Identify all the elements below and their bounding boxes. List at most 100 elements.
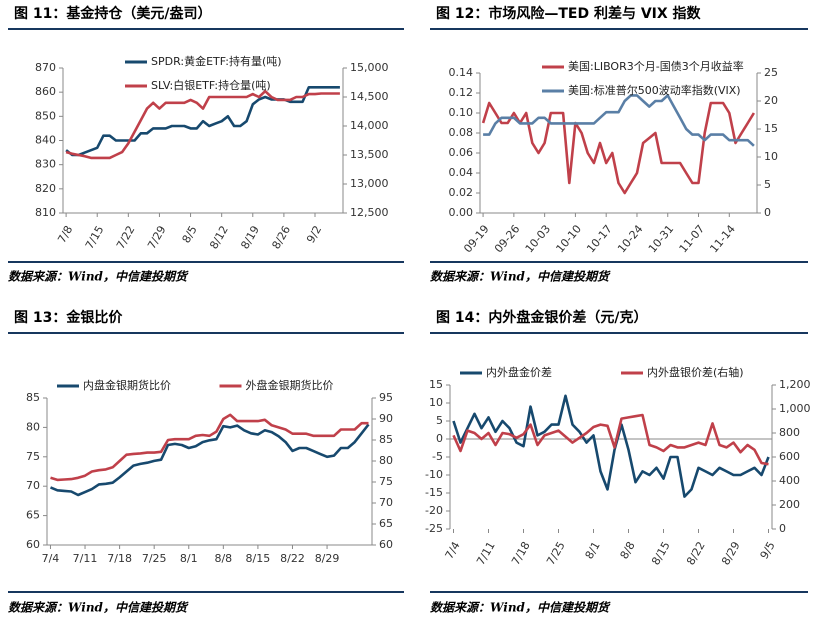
x-tick-label: 10-10 bbox=[553, 223, 584, 256]
y2-tick-label: 13,000 bbox=[350, 177, 389, 190]
y-tick-label: -25 bbox=[425, 522, 443, 535]
source-note: 数据来源：Wind，中信建投期货 bbox=[430, 601, 611, 615]
x-tick-label: 9/2 bbox=[304, 224, 324, 246]
y2-tick-label: 800 bbox=[779, 426, 800, 439]
x-tick-label: 09-26 bbox=[492, 223, 523, 256]
y-tick-label: 0.10 bbox=[449, 106, 474, 119]
x-tick-label: 8/15 bbox=[649, 540, 673, 568]
x-tick-label: 7/29 bbox=[145, 224, 169, 252]
x-tick-label: 7/4 bbox=[42, 552, 60, 565]
y2-tick-label: 15 bbox=[764, 122, 778, 135]
y-tick-label: 60 bbox=[26, 538, 40, 551]
legend-label: SLV:白银ETF:持仓量(吨) bbox=[151, 78, 271, 92]
x-tick-label: 7/11 bbox=[474, 540, 498, 568]
x-tick-label: 10-17 bbox=[584, 223, 615, 256]
y-tick-label: 5 bbox=[436, 414, 443, 427]
y-tick-label: 820 bbox=[35, 182, 56, 195]
y-tick-label: 85 bbox=[26, 391, 40, 404]
y-tick-label: -20 bbox=[425, 504, 443, 517]
y2-tick-label: 5 bbox=[764, 178, 771, 191]
legend-label: 美国:LIBOR3个月-国债3个月收益率 bbox=[568, 59, 744, 73]
x-tick-label: 7/25 bbox=[142, 552, 167, 565]
y-tick-label: 830 bbox=[35, 158, 56, 171]
y2-tick-label: 0 bbox=[764, 206, 771, 219]
y-tick-label: 10 bbox=[429, 396, 443, 409]
x-tick-label: 8/26 bbox=[269, 224, 293, 252]
x-tick-label: 8/22 bbox=[280, 552, 305, 565]
legend-label: 内外盘银价差(右轴) bbox=[647, 365, 744, 379]
x-tick-label: 09-19 bbox=[461, 223, 492, 256]
series-line bbox=[49, 423, 370, 497]
y2-tick-label: 80 bbox=[379, 454, 393, 467]
y-tick-label: 65 bbox=[26, 509, 40, 522]
y2-tick-label: 12,500 bbox=[350, 206, 389, 219]
y-tick-label: -5 bbox=[432, 450, 443, 463]
y-tick-label: 850 bbox=[35, 109, 56, 122]
y-tick-label: 0.08 bbox=[449, 126, 474, 139]
y2-tick-label: 0 bbox=[779, 522, 786, 535]
y-tick-label: 0 bbox=[436, 432, 443, 445]
x-tick-label: 11-07 bbox=[677, 223, 708, 256]
y2-tick-label: 15,000 bbox=[350, 61, 389, 74]
series-line bbox=[452, 394, 770, 498]
y2-tick-label: 1,000 bbox=[779, 402, 811, 415]
y-tick-label: 0.14 bbox=[449, 66, 474, 79]
y2-tick-label: 90 bbox=[379, 412, 393, 425]
series-line bbox=[481, 101, 756, 195]
y2-tick-label: 400 bbox=[779, 474, 800, 487]
y-tick-label: -10 bbox=[425, 468, 443, 481]
y2-tick-label: 200 bbox=[779, 498, 800, 511]
x-tick-label: 7/25 bbox=[544, 540, 568, 568]
x-tick-label: 7/18 bbox=[107, 552, 132, 565]
x-tick-label: 11-14 bbox=[707, 223, 738, 256]
x-tick-label: 7/22 bbox=[114, 224, 138, 252]
y2-tick-label: 14,500 bbox=[350, 90, 389, 103]
y-tick-label: 15 bbox=[429, 378, 443, 391]
x-tick-label: 7/18 bbox=[509, 540, 533, 568]
y2-tick-label: 13,500 bbox=[350, 148, 389, 161]
x-tick-label: 8/1 bbox=[583, 540, 603, 562]
x-tick-label: 10-31 bbox=[646, 223, 677, 256]
y-tick-label: 0.04 bbox=[449, 166, 474, 179]
y2-tick-label: 20 bbox=[764, 94, 778, 107]
x-tick-label: 7/4 bbox=[443, 539, 463, 561]
x-tick-label: 8/15 bbox=[246, 552, 271, 565]
panel-title: 图 14：内外盘金银价差（元/克） bbox=[436, 309, 647, 326]
y2-tick-label: 1,200 bbox=[779, 378, 811, 391]
series-line bbox=[65, 89, 340, 160]
y-tick-label: 860 bbox=[35, 85, 56, 98]
y2-tick-label: 14,000 bbox=[350, 119, 389, 132]
legend-label: 美国:标准普尔500波动率指数(VIX) bbox=[568, 83, 741, 97]
x-tick-label: 8/12 bbox=[207, 224, 231, 252]
panel-title: 图 11：基金持仓（美元/盎司） bbox=[14, 5, 211, 22]
y2-tick-label: 85 bbox=[379, 433, 393, 446]
x-tick-label: 7/11 bbox=[73, 552, 98, 565]
y2-tick-label: 600 bbox=[779, 450, 800, 463]
legend-label: SPDR:黄金ETF:持有量(吨) bbox=[151, 54, 282, 68]
series-line bbox=[483, 94, 755, 147]
x-tick-label: 10-24 bbox=[615, 223, 646, 256]
y2-tick-label: 95 bbox=[379, 391, 393, 404]
y-tick-label: 870 bbox=[35, 61, 56, 74]
x-tick-label: 8/8 bbox=[618, 539, 638, 561]
legend-label: 外盘金银期货比价 bbox=[246, 378, 334, 392]
series-line bbox=[50, 413, 369, 482]
x-tick-label: 8/29 bbox=[315, 552, 340, 565]
panel-title: 图 13：金银比价 bbox=[14, 309, 123, 326]
y2-tick-label: 70 bbox=[379, 496, 393, 509]
x-tick-label: 10-03 bbox=[523, 223, 554, 256]
y-tick-label: 70 bbox=[26, 479, 40, 492]
y-tick-label: 840 bbox=[35, 134, 56, 147]
x-tick-label: 8/1 bbox=[180, 552, 198, 565]
series-line bbox=[65, 86, 340, 157]
y-tick-label: 0.06 bbox=[449, 146, 474, 159]
x-tick-label: 7/15 bbox=[83, 224, 107, 252]
y-tick-label: 810 bbox=[35, 206, 56, 219]
y-tick-label: 0.02 bbox=[449, 186, 474, 199]
x-tick-label: 8/19 bbox=[238, 224, 262, 252]
x-tick-label: 8/29 bbox=[719, 540, 743, 568]
x-tick-label: 8/22 bbox=[684, 540, 708, 568]
x-tick-label: 8/8 bbox=[214, 552, 232, 565]
y2-tick-label: 10 bbox=[764, 150, 778, 163]
